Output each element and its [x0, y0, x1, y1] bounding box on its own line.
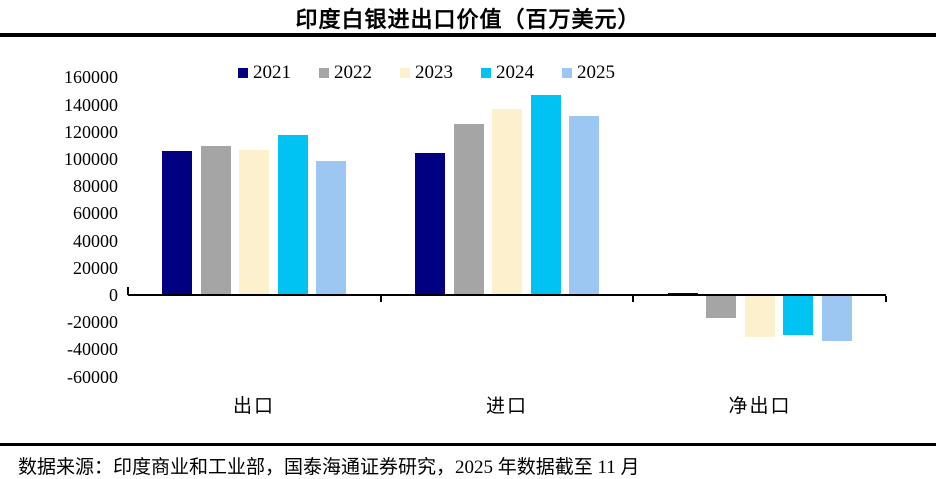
legend-label: 2025: [577, 62, 615, 83]
legend-swatch: [319, 67, 329, 78]
legend-item-2025: 2025: [562, 63, 615, 82]
source-note: 数据来源：印度商业和工业部，国泰海通证券研究，2025 年数据截至 11 月: [18, 457, 640, 478]
y-axis-label: 140000: [64, 94, 118, 115]
bar-2023-出口: [239, 150, 269, 294]
legend-swatch: [238, 67, 248, 78]
y-axis-label: 120000: [64, 121, 118, 142]
bar-2024-净出口: [783, 296, 813, 335]
x-axis-tick: [632, 296, 634, 302]
bar-2022-进口: [454, 124, 484, 294]
y-axis-label: 60000: [73, 203, 118, 224]
bar-2025-进口: [569, 116, 599, 294]
y-axis-label: 0: [109, 285, 118, 305]
y-axis-stub: [127, 287, 129, 295]
legend-swatch: [562, 67, 572, 78]
chart-title: 印度白银进出口价值（百万美元）: [295, 7, 641, 32]
legend-label: 2023: [415, 62, 453, 83]
bar-2023-净出口: [745, 296, 775, 337]
y-axis-label: 160000: [64, 67, 118, 88]
x-axis-label: 净出口: [728, 396, 792, 417]
y-axis-label: -60000: [67, 366, 118, 387]
legend-item-2021: 2021: [238, 63, 291, 82]
legend-swatch: [481, 67, 491, 78]
chart-legend: 2021 2022 2023 2024 2025: [238, 63, 615, 82]
bar-2021-进口: [415, 153, 445, 294]
bar-2022-净出口: [706, 296, 736, 318]
y-axis-label: 80000: [73, 176, 118, 197]
bar-2021-净出口: [668, 293, 698, 294]
x-axis-label: 进口: [485, 396, 528, 417]
bar-2021-出口: [162, 151, 192, 294]
x-axis-label: 出口: [232, 396, 275, 417]
y-axis-label: -40000: [67, 339, 118, 360]
y-axis-label: -20000: [67, 312, 118, 333]
legend-item-2022: 2022: [319, 63, 372, 82]
x-axis-tick: [885, 296, 887, 302]
y-axis-label: 100000: [64, 149, 118, 169]
bar-2023-进口: [492, 109, 522, 294]
legend-label: 2021: [253, 62, 291, 83]
legend-label: 2022: [334, 62, 372, 83]
bar-2025-净出口: [822, 296, 852, 341]
footer-divider: [0, 443, 936, 446]
bar-2024-出口: [278, 135, 308, 294]
x-axis: [128, 294, 886, 296]
x-axis-tick: [380, 296, 382, 302]
y-axis-label: 20000: [73, 257, 118, 278]
legend-item-2023: 2023: [400, 63, 453, 82]
bar-2025-出口: [316, 161, 346, 294]
bar-2022-出口: [201, 146, 231, 294]
bar-2024-进口: [531, 95, 561, 294]
legend-item-2024: 2024: [481, 63, 534, 82]
y-axis-label: 40000: [73, 230, 118, 251]
legend-label: 2024: [496, 62, 534, 83]
legend-swatch: [400, 67, 410, 78]
title-divider: [0, 33, 936, 37]
